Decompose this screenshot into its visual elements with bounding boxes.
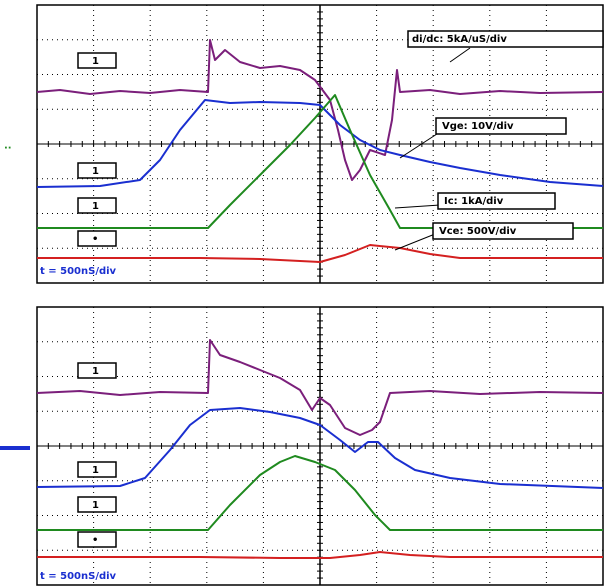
channel-marker: • bbox=[92, 234, 98, 245]
channel-marker: 1 bbox=[92, 500, 99, 511]
scale-label: Ic: 1kA/div bbox=[444, 196, 504, 207]
time-scale: t = 500nS/div bbox=[40, 571, 117, 582]
grid bbox=[37, 307, 603, 585]
level-indicator bbox=[0, 446, 30, 450]
scope-screenshot: di/dc: 5kA/uS/div Vge: 10V/div Ic: 1kA/d… bbox=[0, 0, 607, 588]
channel-marker: • bbox=[92, 535, 98, 546]
channel-marker: 1 bbox=[92, 366, 99, 377]
channel-marker: 1 bbox=[92, 465, 99, 476]
leader-lines bbox=[395, 48, 470, 250]
time-scale: t = 500nS/div bbox=[40, 266, 117, 277]
scale-label: Vge: 10V/div bbox=[442, 121, 514, 132]
channel-marker: 1 bbox=[92, 201, 99, 212]
scale-label: Vce: 500V/div bbox=[439, 226, 517, 237]
panel: di/dc: 5kA/uS/div Vge: 10V/div Ic: 1kA/d… bbox=[4, 5, 603, 283]
panel: 1 1 1 • t = 500nS/div bbox=[0, 307, 603, 585]
level-indicator: ·· bbox=[4, 143, 12, 154]
scale-label: di/dc: 5kA/uS/div bbox=[412, 34, 507, 45]
channel-marker: 1 bbox=[92, 56, 99, 67]
channel-marker: 1 bbox=[92, 166, 99, 177]
